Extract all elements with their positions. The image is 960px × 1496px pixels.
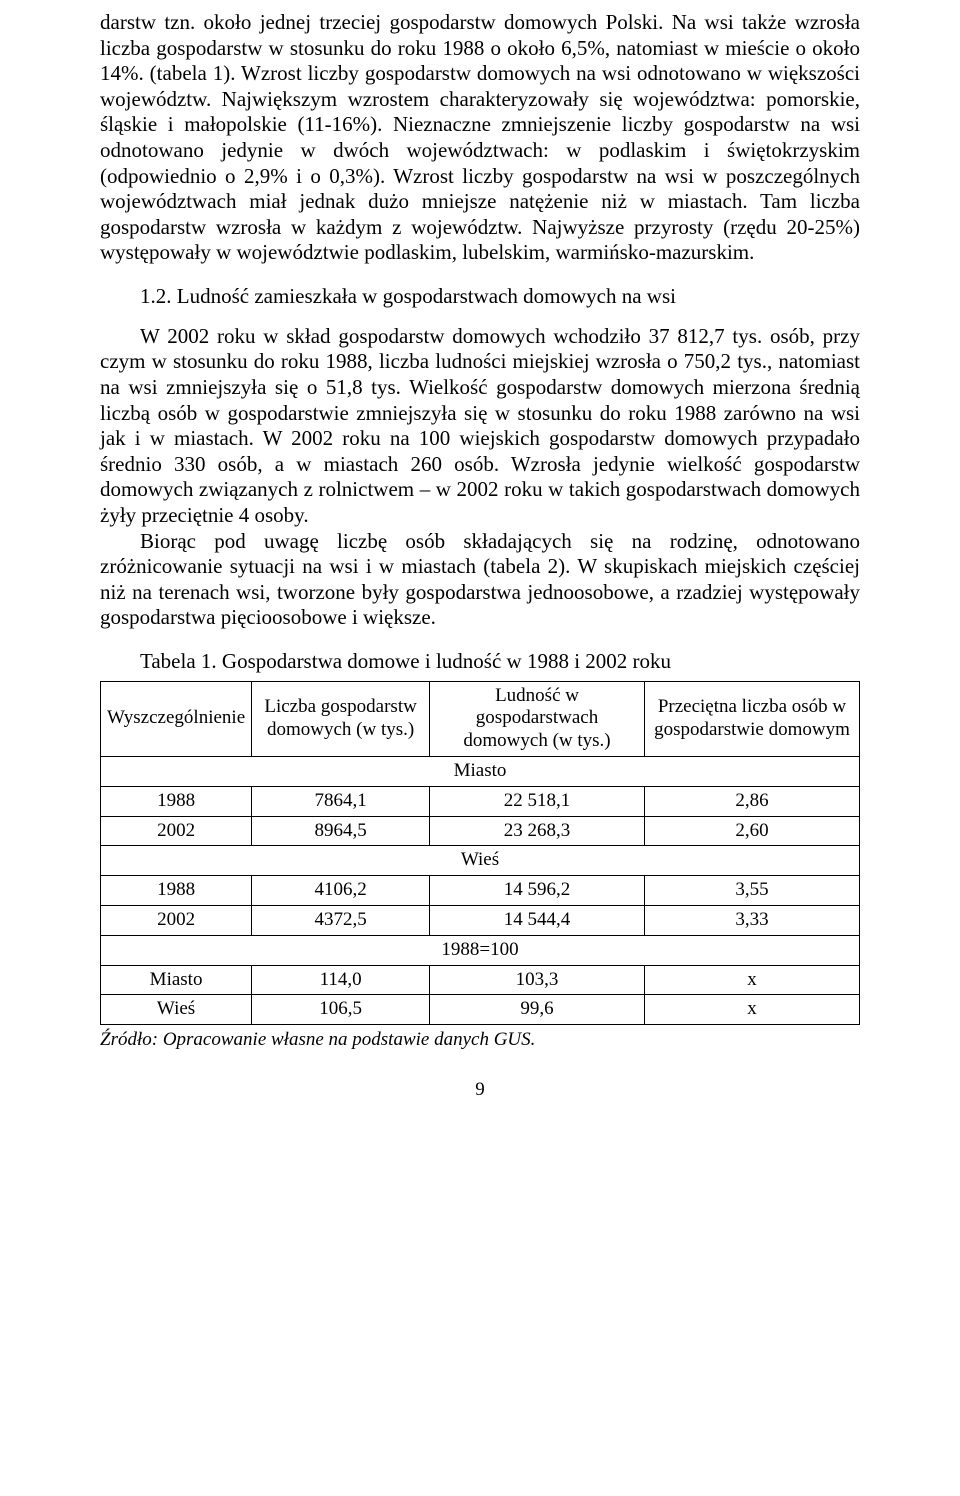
table-cell: x (644, 965, 859, 995)
households-table: Wyszczególnienie Liczba gospodarstw domo… (100, 681, 860, 1026)
table-cell: Wieś (101, 995, 252, 1025)
table-header-row: Wyszczególnienie Liczba gospodarstw domo… (101, 681, 860, 756)
table-row: 1988 4106,2 14 596,2 3,55 (101, 876, 860, 906)
table-row: 1988 7864,1 22 518,1 2,86 (101, 786, 860, 816)
page-number: 9 (100, 1079, 860, 1101)
table-cell: 2002 (101, 816, 252, 846)
table-cell: 23 268,3 (430, 816, 645, 846)
table-cell: 4106,2 (252, 876, 430, 906)
table-cell: 3,55 (644, 876, 859, 906)
table-cell: 4372,5 (252, 906, 430, 936)
section-label: Miasto (101, 757, 860, 787)
paragraph-2a: W 2002 roku w skład gospodarstw domowych… (100, 324, 860, 529)
table-cell: 2002 (101, 906, 252, 936)
table-cell: 106,5 (252, 995, 430, 1025)
table-caption: Tabela 1. Gospodarstwa domowe i ludność … (100, 649, 860, 675)
table-cell: 8964,5 (252, 816, 430, 846)
table-section-row: Miasto (101, 757, 860, 787)
table-cell: 7864,1 (252, 786, 430, 816)
table-cell: x (644, 995, 859, 1025)
table-cell: Miasto (101, 965, 252, 995)
section-label: Wieś (101, 846, 860, 876)
section-label: 1988=100 (101, 935, 860, 965)
table-cell: 2,60 (644, 816, 859, 846)
table-cell: 2,86 (644, 786, 859, 816)
table-row: 2002 8964,5 23 268,3 2,60 (101, 816, 860, 846)
col-header: Ludność w gospodarstwach domowych (w tys… (430, 681, 645, 756)
table-cell: 99,6 (430, 995, 645, 1025)
table-row: Wieś 106,5 99,6 x (101, 995, 860, 1025)
table-cell: 1988 (101, 876, 252, 906)
paragraph-2b: Biorąc pod uwagę liczbę osób składającyc… (100, 529, 860, 631)
col-header: Przeciętna liczba osób w gospodarstwie d… (644, 681, 859, 756)
col-header: Liczba gospodarstw domowych (w tys.) (252, 681, 430, 756)
col-header: Wyszczególnienie (101, 681, 252, 756)
table-source: Źródło: Opracowanie własne na podstawie … (100, 1029, 860, 1051)
paragraph-1: darstw tzn. około jednej trzeciej gospod… (100, 10, 860, 266)
table-row: Miasto 114,0 103,3 x (101, 965, 860, 995)
section-heading: 1.2. Ludność zamieszkała w gospodarstwac… (100, 284, 860, 310)
table-cell: 3,33 (644, 906, 859, 936)
table-cell: 14 596,2 (430, 876, 645, 906)
table-cell: 103,3 (430, 965, 645, 995)
table-cell: 22 518,1 (430, 786, 645, 816)
table-cell: 114,0 (252, 965, 430, 995)
table-row: 2002 4372,5 14 544,4 3,33 (101, 906, 860, 936)
table-section-row: 1988=100 (101, 935, 860, 965)
table-cell: 14 544,4 (430, 906, 645, 936)
table-section-row: Wieś (101, 846, 860, 876)
table-cell: 1988 (101, 786, 252, 816)
